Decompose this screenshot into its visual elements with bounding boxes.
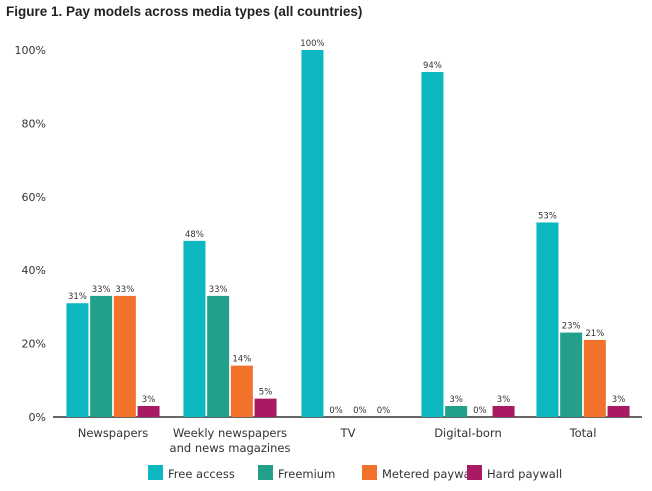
data-label: 3%: [612, 395, 626, 405]
data-label: 94%: [423, 61, 442, 71]
x-tick-label: Digital-born: [434, 426, 502, 440]
data-label: 0%: [473, 406, 487, 416]
legend-swatch: [362, 465, 377, 480]
legend-label: Metered paywall: [382, 467, 477, 481]
bar: [254, 398, 277, 417]
bar: [492, 405, 515, 417]
data-label: 33%: [92, 285, 111, 295]
bar: [607, 405, 630, 417]
data-label: 48%: [185, 230, 204, 240]
x-tick-label: Total: [569, 426, 597, 440]
data-label: 33%: [209, 285, 228, 295]
legend-label: Freemium: [278, 467, 335, 481]
data-label: 31%: [68, 292, 87, 302]
data-label: 3%: [142, 395, 156, 405]
y-tick-label: 40%: [22, 264, 46, 277]
data-label: 3%: [497, 395, 511, 405]
bar: [90, 295, 113, 417]
y-tick-label: 60%: [22, 191, 46, 204]
legend-swatch: [467, 465, 482, 480]
data-label: 5%: [259, 388, 273, 398]
data-label: 0%: [353, 406, 367, 416]
x-tick-label: Newspapers: [78, 426, 149, 440]
data-label: 21%: [585, 329, 604, 339]
data-label: 33%: [115, 285, 134, 295]
bar: [137, 405, 160, 417]
y-tick-label: 80%: [22, 117, 46, 130]
data-label: 100%: [300, 39, 324, 49]
legend-swatch: [148, 465, 163, 480]
bar: [536, 222, 559, 417]
x-tick-label: TV: [340, 426, 356, 440]
x-tick-label: Weekly newspapers: [173, 426, 287, 440]
bar: [445, 405, 468, 417]
legend-swatch: [258, 465, 273, 480]
bar: [113, 295, 136, 417]
bar: [183, 240, 206, 417]
data-label: 23%: [562, 322, 581, 332]
data-label: 14%: [232, 355, 251, 365]
legend-label: Free access: [168, 467, 235, 481]
y-tick-label: 100%: [15, 44, 46, 57]
bar: [583, 339, 606, 417]
bar: [560, 332, 583, 417]
y-tick-label: 20%: [22, 338, 46, 351]
y-tick-label: 0%: [29, 411, 46, 424]
bar: [66, 303, 89, 417]
x-tick-label: and news magazines: [170, 441, 291, 455]
data-label: 0%: [329, 406, 343, 416]
data-label: 3%: [449, 395, 463, 405]
bar: [421, 72, 444, 418]
bar: [301, 50, 324, 417]
bar: [230, 365, 253, 417]
data-label: 0%: [377, 406, 391, 416]
legend-label: Hard paywall: [487, 467, 562, 481]
data-label: 53%: [538, 211, 557, 221]
chart-title: Figure 1. Pay models across media types …: [6, 4, 363, 19]
bar: [207, 295, 230, 417]
